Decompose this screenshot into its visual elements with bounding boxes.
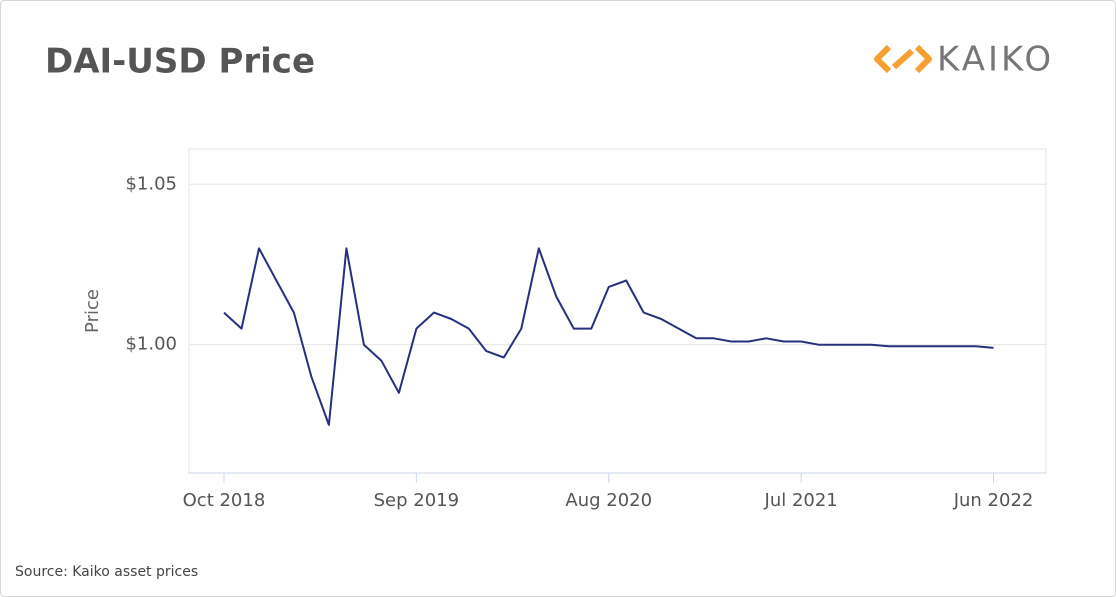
- chart-title: DAI-USD Price: [45, 42, 315, 82]
- x-tick-label: Oct 2018: [183, 490, 266, 511]
- logo-icon: [874, 44, 932, 74]
- y-tick-label: $1.00: [125, 334, 177, 355]
- brand: KAIKO: [937, 40, 1054, 80]
- logo-shape: [874, 44, 892, 74]
- logo-shape: [914, 44, 932, 74]
- x-tick-label: Aug 2020: [565, 490, 652, 511]
- source-note: Source: Kaiko asset prices: [15, 564, 198, 580]
- logo-shape: [892, 48, 914, 70]
- plot-frame: [188, 148, 1047, 474]
- x-tick-label: Sep 2019: [374, 490, 459, 511]
- price-line: [223, 247, 994, 426]
- x-tick-label: Jun 2022: [953, 490, 1034, 511]
- x-tick-label: Jul 2021: [764, 490, 838, 511]
- y-tick-label: $1.05: [125, 173, 177, 194]
- y-axis-label: Price: [82, 289, 103, 333]
